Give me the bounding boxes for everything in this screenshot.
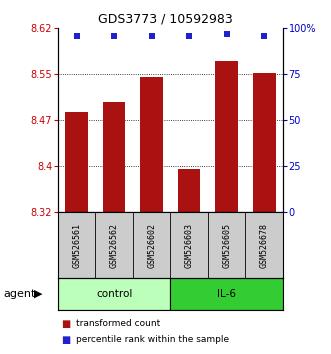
Text: GSM526562: GSM526562 — [110, 223, 119, 268]
Text: IL-6: IL-6 — [217, 289, 236, 299]
Text: GSM526602: GSM526602 — [147, 223, 156, 268]
Bar — [58, 278, 170, 310]
Text: GSM526605: GSM526605 — [222, 223, 231, 268]
Bar — [170, 278, 283, 310]
Text: GSM526678: GSM526678 — [260, 223, 269, 268]
Bar — [140, 78, 163, 212]
Bar — [178, 170, 201, 212]
Text: agent: agent — [3, 289, 36, 299]
Text: control: control — [96, 289, 132, 299]
Text: GDS3773 / 10592983: GDS3773 / 10592983 — [98, 12, 233, 25]
Text: ▶: ▶ — [34, 289, 42, 299]
Bar — [66, 112, 88, 212]
Text: percentile rank within the sample: percentile rank within the sample — [76, 335, 229, 344]
Text: ■: ■ — [61, 335, 71, 345]
Text: GSM526603: GSM526603 — [185, 223, 194, 268]
Bar — [103, 102, 125, 212]
Text: ■: ■ — [61, 319, 71, 329]
Bar — [215, 61, 238, 212]
Text: GSM526561: GSM526561 — [72, 223, 81, 268]
Bar — [253, 73, 275, 212]
Text: transformed count: transformed count — [76, 319, 161, 329]
